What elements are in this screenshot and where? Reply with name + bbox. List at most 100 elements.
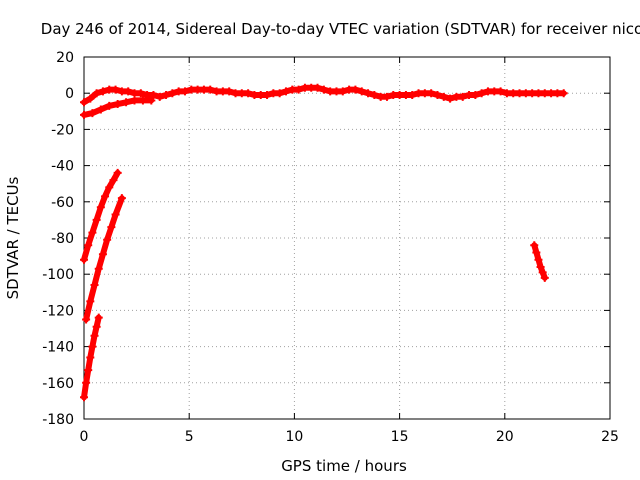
data-series-3	[80, 168, 122, 264]
x-tick-label: 5	[185, 429, 194, 445]
data-point	[86, 94, 95, 103]
y-tick-label: -40	[51, 159, 74, 175]
data-point	[471, 91, 480, 100]
data-point	[155, 92, 164, 101]
x-tick-label: 0	[80, 429, 89, 445]
data-point	[117, 194, 126, 203]
data-point	[408, 91, 417, 100]
data-point	[439, 92, 448, 101]
data-point	[180, 87, 189, 96]
data-points	[80, 83, 568, 402]
data-point	[90, 331, 99, 340]
data-point	[103, 235, 112, 244]
data-point	[496, 87, 505, 96]
data-series-1	[80, 83, 568, 107]
data-point	[82, 378, 91, 387]
data-point	[477, 89, 486, 98]
data-point	[98, 250, 107, 259]
data-point	[458, 92, 467, 101]
data-point	[94, 264, 103, 273]
data-point	[244, 89, 253, 98]
y-tick-label: -140	[42, 340, 74, 356]
x-axis-label: GPS time / hours	[281, 457, 407, 475]
data-point	[530, 241, 539, 250]
data-point	[84, 241, 93, 250]
data-point	[149, 91, 158, 100]
data-point	[364, 89, 373, 98]
data-point	[275, 89, 284, 98]
data-point	[101, 192, 110, 201]
x-tick-label: 10	[285, 429, 303, 445]
data-point	[94, 313, 103, 322]
data-point	[433, 91, 442, 100]
data-point	[540, 273, 549, 282]
data-point	[130, 96, 139, 105]
data-point	[382, 92, 391, 101]
y-tick-label: 0	[65, 86, 74, 102]
data-series-6	[530, 241, 549, 282]
data-point	[86, 353, 95, 362]
y-tick-label: -120	[42, 303, 74, 319]
data-point	[281, 87, 290, 96]
grid	[84, 57, 610, 419]
data-point	[80, 110, 88, 119]
data-point	[124, 87, 133, 96]
data-point	[80, 393, 88, 402]
x-tick-label: 15	[391, 429, 409, 445]
x-tick-label: 20	[496, 429, 514, 445]
data-point	[427, 89, 436, 98]
data-point	[446, 94, 455, 103]
data-point	[105, 183, 114, 192]
data-point	[122, 98, 131, 107]
data-point	[147, 96, 156, 105]
data-point	[96, 105, 105, 114]
data-point	[109, 176, 118, 185]
y-tick-label: -100	[42, 267, 74, 283]
data-point	[96, 203, 105, 212]
data-point	[168, 89, 177, 98]
y-tick-label: -20	[51, 122, 74, 138]
data-point	[80, 255, 88, 264]
data-point	[338, 87, 347, 96]
data-point	[80, 98, 88, 107]
data-point	[351, 85, 360, 94]
y-tick-label: -160	[42, 376, 74, 392]
y-tick-label: -80	[51, 231, 74, 247]
data-point	[84, 366, 93, 375]
data-series-2	[80, 96, 156, 119]
plot-frame	[83, 56, 611, 420]
data-point	[90, 281, 99, 290]
data-series-5	[80, 313, 103, 402]
data-point	[113, 168, 122, 177]
data-point	[88, 228, 97, 237]
y-tick-label: -180	[42, 412, 74, 428]
y-tick-label: 20	[56, 50, 74, 66]
chart-title: Day 246 of 2014, Sidereal Day-to-day VTE…	[41, 20, 640, 38]
data-point	[532, 248, 541, 257]
data-point	[88, 342, 97, 351]
data-point	[534, 255, 543, 264]
data-point	[357, 87, 366, 96]
data-point	[538, 268, 547, 277]
data-point	[92, 215, 101, 224]
data-point	[86, 297, 95, 306]
data-point	[136, 89, 145, 98]
data-point	[313, 83, 322, 92]
data-point	[92, 89, 101, 98]
data-point	[111, 85, 120, 94]
data-point	[88, 109, 97, 118]
data-point	[559, 89, 568, 98]
data-series-4	[82, 194, 126, 324]
y-axis-label: SDTVAR / TECUs	[4, 176, 22, 299]
data-point	[294, 85, 303, 94]
data-point	[105, 101, 114, 110]
data-point	[225, 87, 234, 96]
data-point	[107, 223, 116, 232]
data-point	[138, 96, 147, 105]
data-point	[206, 85, 215, 94]
axis-ticks: 0 5 10 15 20 25 -180 -160 -140 -120 -100 -80 -60 -40 -…	[42, 50, 619, 445]
data-point	[319, 85, 328, 94]
data-point	[370, 91, 379, 100]
data-point	[92, 322, 101, 331]
